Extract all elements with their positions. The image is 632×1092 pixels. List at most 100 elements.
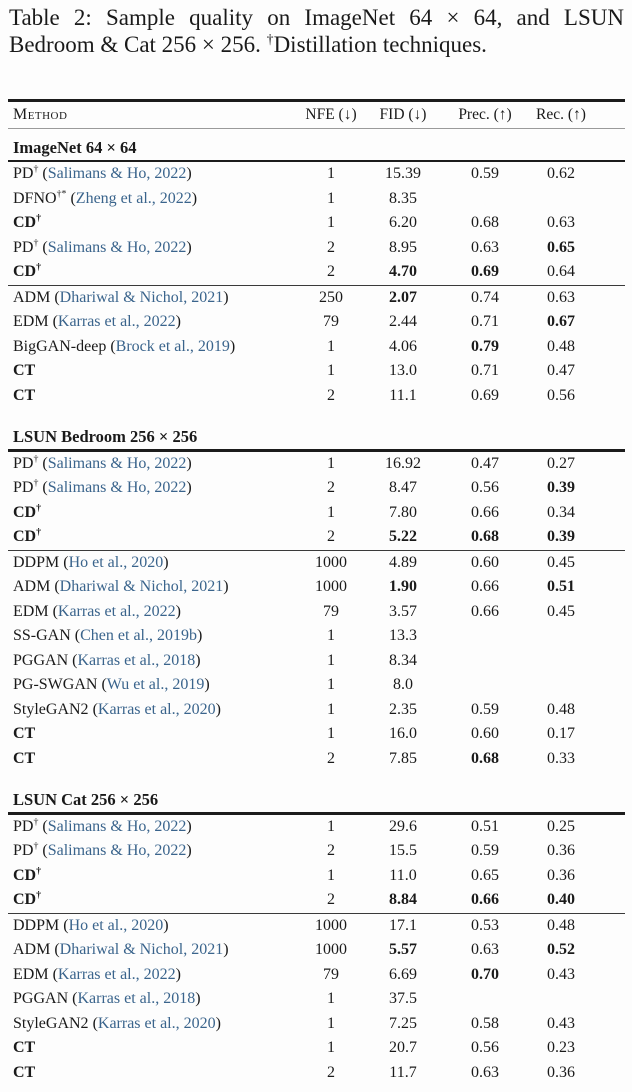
- prec-value: 0.56: [471, 479, 499, 496]
- citation-link[interactable]: Karras et al., 2022: [57, 602, 176, 620]
- prec-value: 0.58: [471, 1014, 499, 1032]
- citation-link[interactable]: Brock et al., 2019: [115, 337, 230, 355]
- citation-link[interactable]: Wu et al., 2019: [106, 676, 205, 693]
- dagger-superscript: †: [33, 453, 39, 465]
- citation-link[interactable]: Salimans & Ho, 2022: [47, 842, 187, 859]
- citation-link[interactable]: Ho et al., 2020: [68, 553, 164, 571]
- fid-value: 1.90: [389, 578, 417, 595]
- method-cell: PD† (Salimans & Ho, 2022): [8, 476, 300, 501]
- citation-link[interactable]: Salimans & Ho, 2022: [47, 817, 187, 835]
- method-citation: (Salimans & Ho, 2022): [38, 165, 192, 182]
- method-cell: PGGAN (Karras et al., 2018): [8, 987, 300, 1012]
- method-name: CT: [13, 725, 36, 742]
- fid-value: 5.57: [389, 941, 417, 958]
- column-header-nfe: NFE (↓): [305, 105, 357, 123]
- method-name: PD: [13, 817, 34, 835]
- column-header-rec: Rec. (↑): [536, 105, 586, 123]
- method-name: ADM: [13, 578, 51, 595]
- citation-link[interactable]: Salimans & Ho, 2022: [47, 454, 187, 472]
- table-row: CD† 2 8.84 0.66 0.40: [8, 888, 625, 913]
- prec-value: 0.68: [471, 749, 499, 767]
- nfe-value: 1: [327, 337, 335, 355]
- nfe-value: 1: [327, 503, 335, 521]
- fid-value: 29.6: [389, 817, 417, 835]
- method-cell: CD†: [8, 888, 300, 913]
- nfe-value: 2: [327, 842, 335, 859]
- citation-link[interactable]: Chen et al., 2019b: [80, 627, 197, 644]
- dagger-superscript: †: [36, 526, 42, 538]
- section-title: ImageNet 64 × 64: [13, 137, 137, 157]
- nfe-value: 2: [327, 528, 335, 545]
- citation-link[interactable]: Salimans & Ho, 2022: [47, 165, 187, 182]
- method-citation: (Karras et al., 2022): [48, 313, 181, 330]
- citation-link[interactable]: Karras et al., 2018: [77, 990, 196, 1007]
- rec-value: 0.47: [547, 362, 575, 379]
- prec-value: 0.70: [471, 965, 499, 983]
- fid-value: 4.89: [389, 553, 417, 571]
- method-citation: (Salimans & Ho, 2022): [38, 479, 192, 496]
- nfe-value: 1: [327, 725, 335, 742]
- fid-value: 20.7: [389, 1039, 417, 1056]
- citation-link[interactable]: Karras et al., 2022: [57, 313, 176, 330]
- table-row: PD† (Salimans & Ho, 2022) 2 8.95 0.63 0.…: [8, 236, 625, 261]
- nfe-value: 1000: [315, 578, 347, 595]
- rec-value: 0.62: [547, 165, 575, 182]
- method-citation: (Karras et al., 2020): [88, 1014, 221, 1032]
- rec-value: 0.63: [547, 288, 575, 306]
- prec-value: 0.53: [471, 916, 499, 934]
- table-row: PD† (Salimans & Ho, 2022) 1 15.39 0.59 0…: [8, 162, 625, 187]
- group-divider-rule: [8, 912, 625, 914]
- rec-value: 0.36: [547, 1063, 575, 1081]
- table-row: ADM (Dhariwal & Nichol, 2021) 250 2.07 0…: [8, 286, 625, 311]
- citation-link[interactable]: Dhariwal & Nichol, 2021: [59, 288, 224, 306]
- dagger-superscript: †: [33, 816, 39, 828]
- nfe-value: 1: [327, 165, 335, 182]
- citation-link[interactable]: Zheng et al., 2022: [75, 189, 192, 207]
- column-header-prec: Prec. (↑): [458, 105, 512, 123]
- citation-link[interactable]: Karras et al., 2020: [97, 1014, 216, 1032]
- citation-link[interactable]: Karras et al., 2022: [57, 965, 176, 983]
- caption-footnote-text: Distillation techniques.: [273, 31, 487, 57]
- method-citation: (Salimans & Ho, 2022): [38, 817, 192, 835]
- fid-value: 37.5: [389, 990, 417, 1007]
- method-name: StyleGAN2: [13, 1014, 89, 1032]
- fid-value: 7.25: [389, 1014, 417, 1032]
- rec-value: 0.39: [547, 528, 575, 545]
- fid-value: 6.20: [389, 214, 417, 231]
- prec-value: 0.65: [471, 866, 499, 884]
- nfe-value: 2: [327, 1063, 335, 1081]
- citation-link[interactable]: Dhariwal & Nichol, 2021: [59, 941, 224, 958]
- dagger-superscript: †*: [56, 188, 67, 200]
- nfe-value: 1: [327, 627, 335, 644]
- rec-value: 0.36: [547, 866, 575, 884]
- citation-link[interactable]: Ho et al., 2020: [68, 916, 164, 934]
- fid-value: 15.39: [385, 165, 421, 182]
- rec-value: 0.23: [547, 1039, 575, 1056]
- fid-value: 13.0: [389, 362, 417, 379]
- dagger-footnote-marker: †: [266, 30, 274, 46]
- method-citation: (Salimans & Ho, 2022): [38, 454, 192, 472]
- prec-value: 0.74: [471, 288, 499, 306]
- table-row: SS-GAN (Chen et al., 2019b) 1 13.3: [8, 624, 625, 649]
- table-row: CD† 1 7.80 0.66 0.34: [8, 501, 625, 526]
- method-name: CT: [13, 386, 36, 404]
- prec-value: [444, 673, 526, 698]
- citation-link[interactable]: Karras et al., 2020: [97, 700, 216, 718]
- citation-link[interactable]: Karras et al., 2018: [77, 651, 196, 669]
- method-cell: CD†: [8, 501, 300, 526]
- method-name: CD: [13, 891, 37, 908]
- method-cell: ADM (Dhariwal & Nichol, 2021): [8, 286, 300, 311]
- section-rows: PD† (Salimans & Ho, 2022) 1 29.6 0.51 0.…: [8, 815, 625, 1086]
- citation-link[interactable]: Salimans & Ho, 2022: [47, 238, 187, 256]
- section-rows: PD† (Salimans & Ho, 2022) 1 15.39 0.59 0…: [8, 162, 625, 408]
- dagger-superscript: †: [36, 889, 42, 901]
- rec-value: 0.43: [547, 1014, 575, 1032]
- group-divider-rule: [8, 284, 625, 286]
- citation-link[interactable]: Salimans & Ho, 2022: [47, 479, 187, 496]
- citation-link[interactable]: Dhariwal & Nichol, 2021: [59, 578, 224, 595]
- prec-value: 0.69: [471, 386, 499, 404]
- method-name: CD: [13, 263, 37, 280]
- method-name: CD: [13, 866, 37, 884]
- dagger-superscript: †: [36, 865, 42, 877]
- table-row: BigGAN-deep (Brock et al., 2019) 1 4.06 …: [8, 335, 625, 360]
